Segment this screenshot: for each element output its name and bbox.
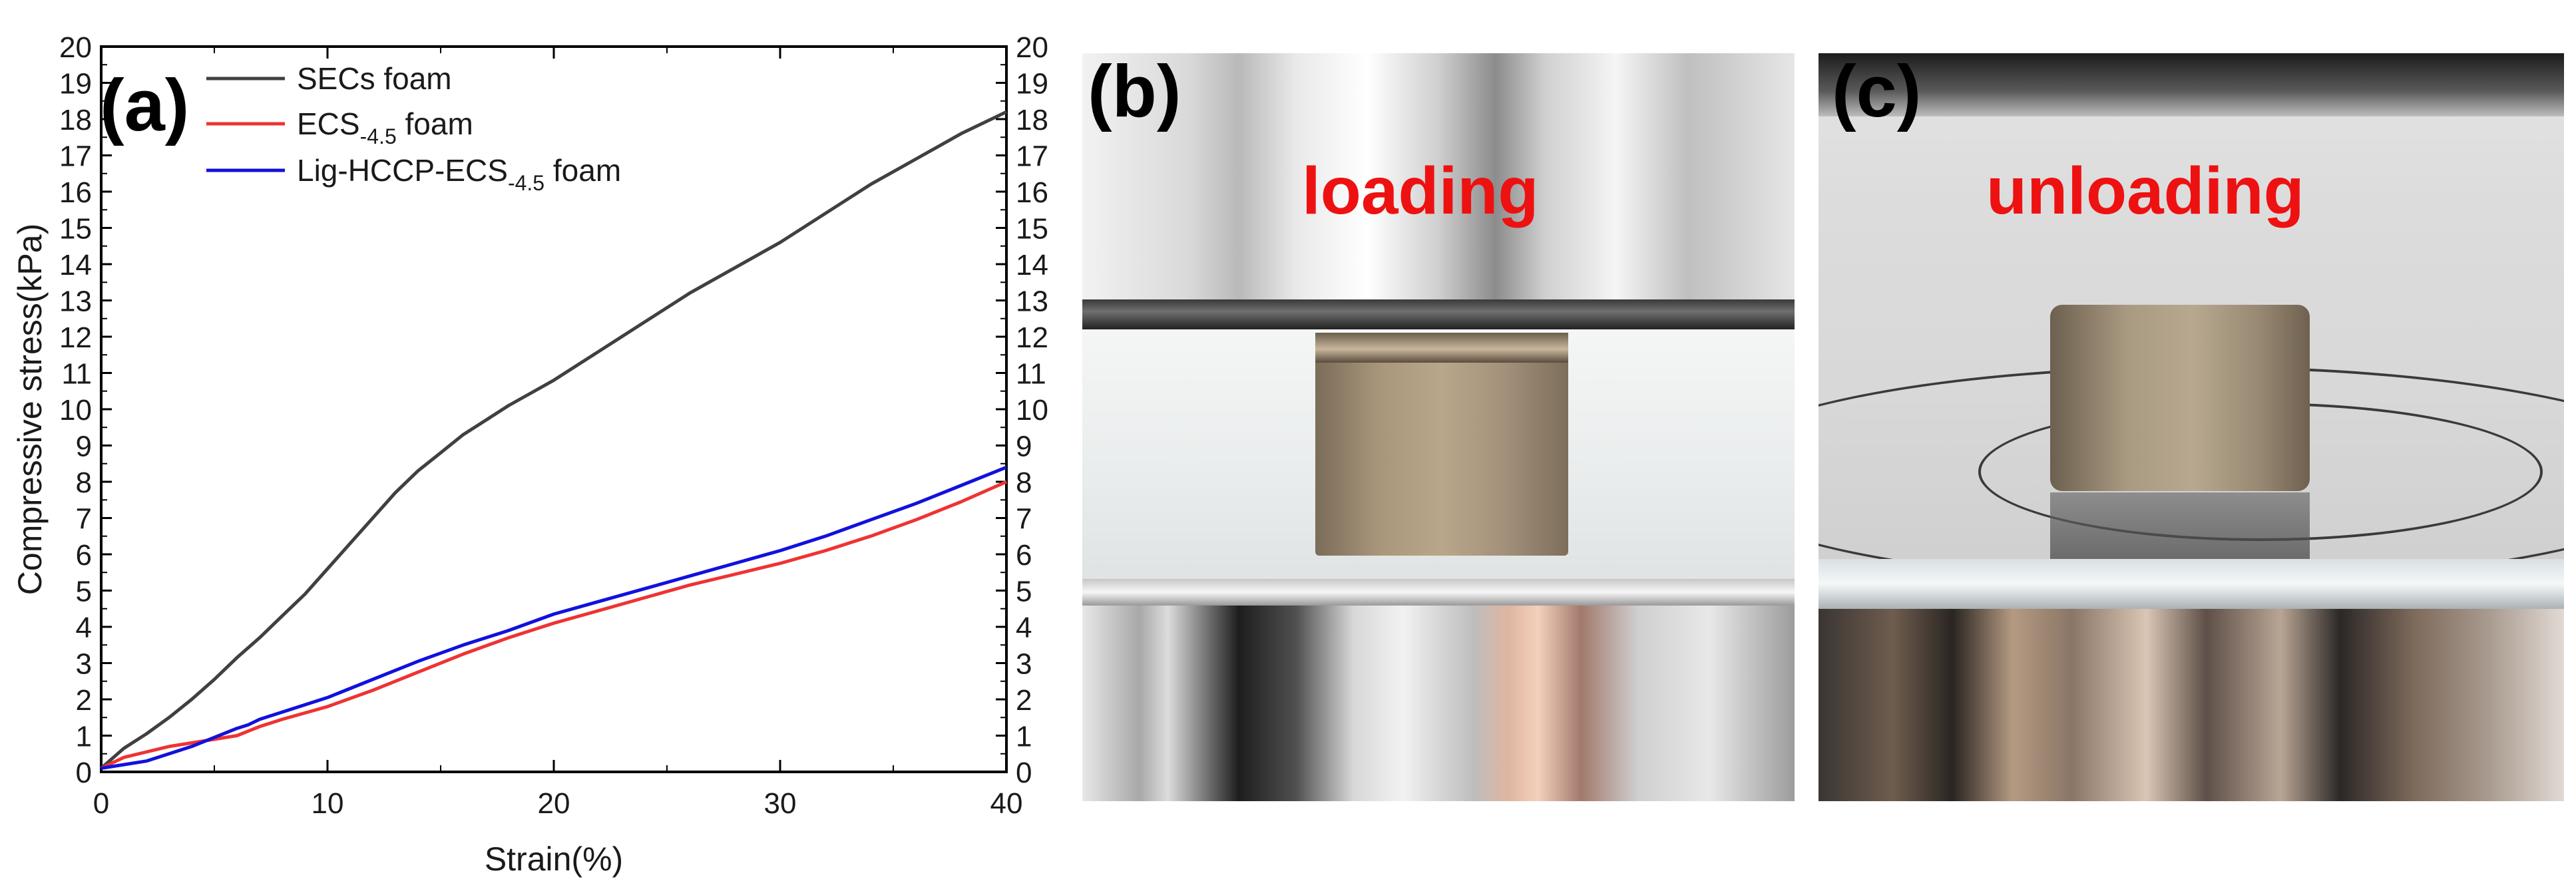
y-tick-label-right: 15 — [1016, 213, 1048, 246]
y-tick-label-right: 8 — [1016, 466, 1032, 499]
y-tick-label-right: 17 — [1016, 140, 1048, 173]
x-axis: 0 10 20 30 40 — [93, 47, 1023, 820]
y-tick-label-left: 12 — [59, 321, 92, 354]
y-tick-label-right: 13 — [1016, 285, 1048, 318]
photo-loading: (b) loading — [1082, 53, 1795, 801]
y-tick-label-left: 10 — [59, 394, 92, 427]
y-tick-label-right: 6 — [1016, 539, 1032, 572]
press-plate-top — [1082, 299, 1795, 329]
foam-sample-compressed — [1315, 333, 1568, 556]
y-tick-label-right: 11 — [1016, 358, 1046, 391]
y-tick-label-left: 9 — [76, 431, 92, 463]
press-plate-top — [1819, 53, 2564, 116]
y-tick-label-left: 11 — [61, 358, 92, 391]
legend-label-secs: SECs foam — [297, 61, 452, 96]
foam-sample-top — [1315, 333, 1568, 363]
press-plate-bottom — [1819, 559, 2564, 609]
x-axis-title: Strain(%) — [485, 840, 623, 878]
series-line-0 — [100, 110, 1008, 770]
y-tick-label-left: 18 — [59, 104, 92, 136]
series-layer — [100, 110, 1008, 770]
press-base — [1082, 606, 1795, 801]
y-tick-label-left: 19 — [59, 68, 92, 100]
y-tick-label-left: 0 — [76, 757, 92, 789]
foam-sample-recovered — [2050, 305, 2310, 491]
legend: SECs foam ECS-4.5 foam Lig-HCCP-ECS-4.5 … — [206, 61, 621, 195]
x-tick-label: 20 — [538, 787, 570, 820]
y-tick-label-right: 0 — [1016, 757, 1032, 789]
x-tick-label: 0 — [93, 787, 109, 820]
y-tick-label-left: 15 — [59, 213, 92, 246]
y-tick-label-left: 2 — [76, 684, 92, 717]
y-tick-label-right: 7 — [1016, 503, 1032, 536]
y-tick-label-right: 10 — [1016, 394, 1048, 427]
y-tick-label-left: 8 — [76, 466, 92, 499]
y-tick-label-left: 14 — [59, 249, 92, 281]
series-line-1 — [100, 480, 1008, 770]
y-tick-label-right: 2 — [1016, 684, 1032, 717]
photo-unloading: (c) unloading — [1819, 53, 2564, 801]
x-tick-label: 30 — [764, 787, 797, 820]
y-tick-label-left: 6 — [76, 539, 92, 572]
y-tick-label-left: 4 — [76, 612, 92, 644]
y-tick-label-left: 13 — [59, 285, 92, 318]
y-tick-label-left: 1 — [76, 721, 92, 753]
press-plate-bottom — [1082, 579, 1795, 606]
panel-c-label: (c) — [1832, 53, 1922, 132]
y-tick-label-right: 19 — [1016, 68, 1048, 100]
panel-a-label: (a) — [100, 65, 189, 146]
y-tick-label-right: 20 — [1016, 31, 1048, 64]
x-tick-label: 10 — [312, 787, 344, 820]
y-tick-label-right: 9 — [1016, 431, 1032, 463]
series-line-2 — [101, 465, 1007, 770]
y-tick-label-left: 17 — [59, 140, 92, 173]
legend-label-lig: Lig-HCCP-ECS-4.5 foam — [297, 153, 621, 195]
press-base — [1819, 609, 2564, 801]
y-tick-label-left: 16 — [59, 176, 92, 209]
y-tick-label-left: 3 — [76, 648, 92, 681]
legend-label-ecs: ECS-4.5 foam — [297, 106, 473, 148]
x-tick-label: 40 — [990, 787, 1023, 820]
y-tick-label-right: 12 — [1016, 321, 1048, 354]
panel-b-label: (b) — [1088, 53, 1181, 132]
y-tick-label-left: 7 — [76, 503, 92, 536]
sample-reflection — [2050, 492, 2310, 566]
y-tick-label-left: 20 — [59, 31, 92, 64]
loading-label: loading — [1302, 154, 1539, 228]
y-tick-label-right: 1 — [1016, 721, 1032, 753]
unloading-label: unloading — [1986, 154, 2304, 228]
y-tick-label-right: 4 — [1016, 612, 1032, 644]
y-tick-label-right: 14 — [1016, 249, 1048, 281]
y-tick-label-right: 16 — [1016, 176, 1048, 209]
y-tick-label-left: 5 — [76, 576, 92, 608]
y-tick-label-right: 5 — [1016, 576, 1032, 608]
y-axis-title: Compressive stress(kPa) — [11, 224, 49, 595]
y-tick-label-right: 3 — [1016, 648, 1032, 681]
y-tick-label-right: 18 — [1016, 104, 1048, 136]
